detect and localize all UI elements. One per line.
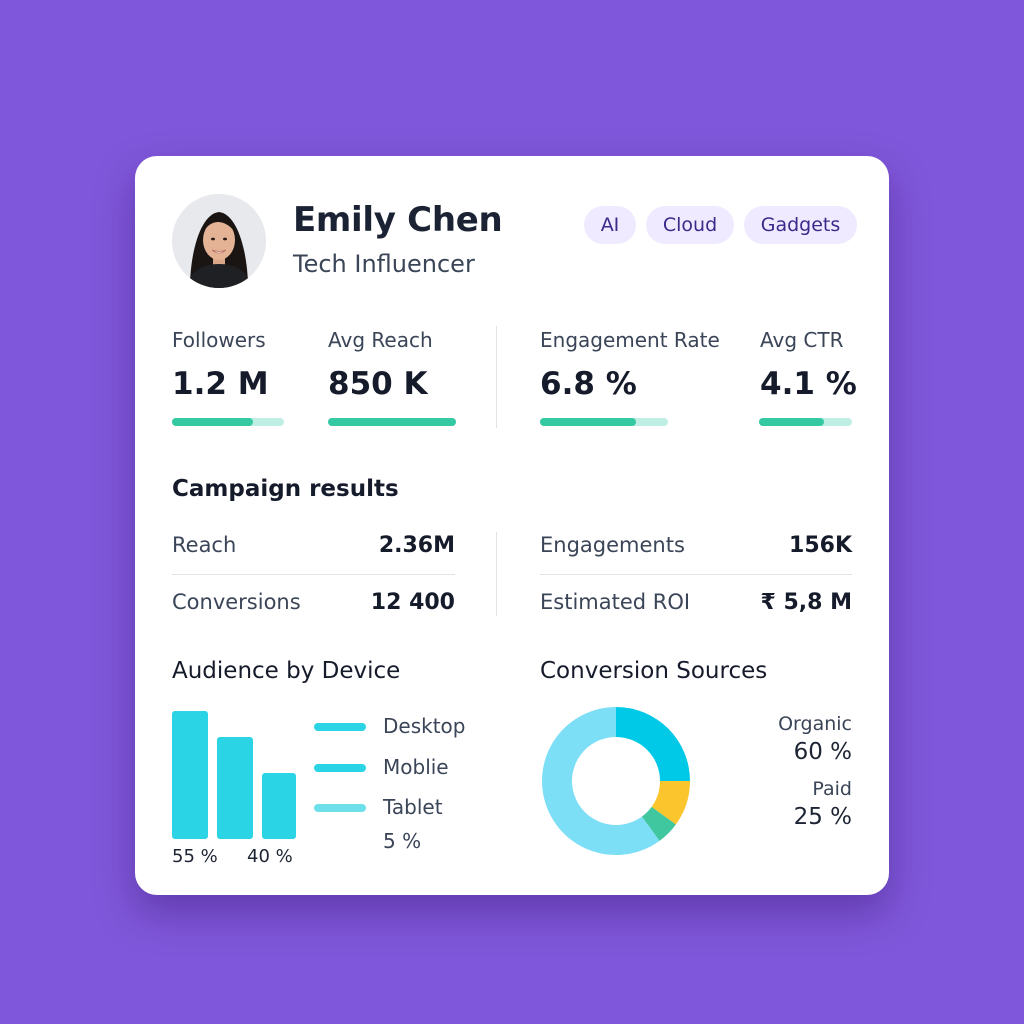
campaign-engagements-label: Engagements bbox=[540, 533, 685, 557]
avatar-image bbox=[172, 194, 266, 288]
stat-progress-fill bbox=[540, 418, 636, 426]
campaign-reach-value: 2.36M bbox=[378, 533, 455, 558]
device-pct-mobile: 40 % bbox=[247, 846, 293, 867]
donut-slice-other bbox=[651, 781, 690, 825]
stat-label: Engagement Rate bbox=[540, 328, 720, 352]
device-title: Audience by Device bbox=[172, 658, 401, 684]
stats-divider bbox=[496, 326, 497, 428]
stat-value: 4.1 % bbox=[760, 366, 857, 402]
source-paid-label: Paid bbox=[812, 778, 852, 800]
campaign-engagements-value: 156K bbox=[789, 533, 852, 558]
profile-name: Emily Chen bbox=[293, 200, 503, 240]
tag-gadgets[interactable]: Gadgets bbox=[744, 206, 857, 244]
device-bar-tablet bbox=[262, 773, 296, 839]
stat-progress-fill bbox=[328, 418, 456, 426]
stat-progress-track bbox=[759, 418, 852, 426]
stat-progress-track bbox=[172, 418, 284, 426]
source-organic-label: Organic bbox=[778, 713, 852, 735]
tag-ai[interactable]: AI bbox=[584, 206, 636, 244]
legend-desktop: Desktop bbox=[383, 714, 466, 738]
sources-donut-chart bbox=[542, 707, 690, 855]
stat-value: 6.8 % bbox=[540, 366, 637, 402]
campaign-roi-label: Estimated ROI bbox=[540, 590, 691, 614]
campaign-row-divider bbox=[172, 574, 455, 575]
stat-label: Followers bbox=[172, 328, 266, 352]
source-paid-value: 25 % bbox=[793, 804, 852, 830]
device-bar-chart bbox=[172, 711, 296, 839]
stat-progress-fill bbox=[759, 418, 825, 426]
influencer-card: Emily Chen Tech Influencer AI Cloud Gadg… bbox=[135, 156, 889, 895]
tag-cloud[interactable]: Cloud bbox=[646, 206, 734, 244]
stat-label: Avg Reach bbox=[328, 328, 433, 352]
legend-swatch-tablet bbox=[314, 804, 366, 812]
device-pct-tablet: 5 % bbox=[383, 829, 422, 853]
donut-slice-paid bbox=[616, 707, 690, 781]
stat-label: Avg CTR bbox=[760, 328, 844, 352]
legend-tablet: Tablet bbox=[383, 795, 443, 819]
stat-progress-fill bbox=[172, 418, 253, 426]
stat-value: 850 K bbox=[328, 366, 428, 402]
stat-progress-track bbox=[540, 418, 668, 426]
campaign-title: Campaign results bbox=[172, 476, 399, 502]
stat-progress-track bbox=[328, 418, 456, 426]
sources-title: Conversion Sources bbox=[540, 658, 768, 684]
campaign-divider bbox=[496, 532, 497, 616]
device-bar-desktop bbox=[172, 711, 208, 839]
campaign-conversions-value: 12 400 bbox=[370, 590, 455, 615]
legend-mobile: Moblie bbox=[383, 755, 449, 779]
legend-swatch-mobile bbox=[314, 764, 366, 772]
source-organic-value: 60 % bbox=[793, 739, 852, 765]
stat-value: 1.2 M bbox=[172, 366, 269, 402]
donut-slice-other bbox=[641, 806, 676, 841]
device-pct-desktop: 55 % bbox=[172, 846, 218, 867]
campaign-conversions-label: Conversions bbox=[172, 590, 301, 614]
avatar bbox=[172, 194, 266, 288]
device-bar-moblie bbox=[217, 737, 253, 839]
campaign-reach-label: Reach bbox=[172, 533, 237, 557]
campaign-roi-value: ₹ 5,8 M bbox=[760, 590, 853, 615]
profile-role: Tech Influencer bbox=[293, 250, 475, 278]
campaign-row-divider bbox=[540, 574, 852, 575]
donut-slice-organic bbox=[542, 707, 660, 855]
legend-swatch-desktop bbox=[314, 723, 366, 731]
